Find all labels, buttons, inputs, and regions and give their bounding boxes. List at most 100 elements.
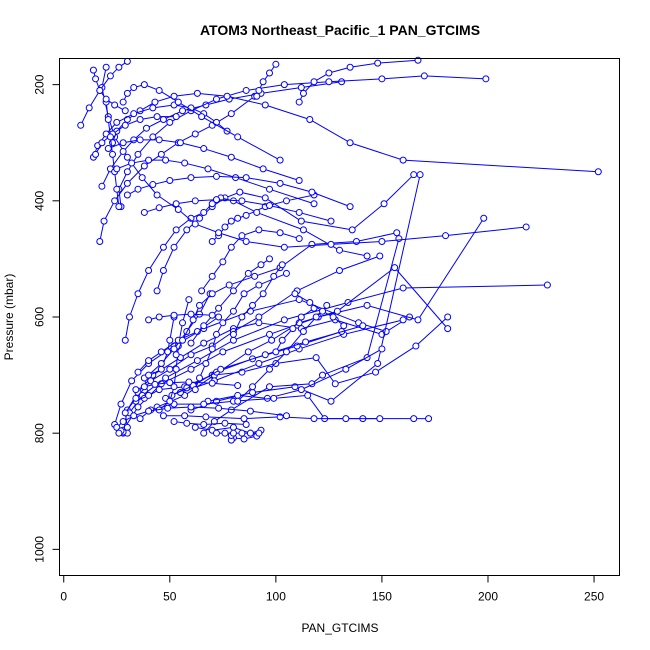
series-segment	[167, 406, 192, 409]
series-segment	[226, 95, 266, 106]
series-segment	[403, 159, 599, 173]
data-point	[191, 130, 199, 138]
data-point	[208, 237, 216, 245]
data-point	[380, 200, 388, 208]
data-point	[130, 110, 138, 118]
data-point	[238, 232, 246, 240]
data-point	[155, 313, 163, 321]
series-segment	[152, 357, 181, 376]
data-point	[342, 365, 350, 373]
data-point	[297, 386, 305, 394]
data-point	[140, 383, 148, 391]
data-point	[166, 176, 174, 184]
data-point	[155, 386, 163, 394]
data-point	[159, 243, 167, 251]
data-point	[134, 290, 142, 298]
series-segment	[216, 199, 242, 202]
series-47	[295, 56, 422, 106]
data-point	[198, 287, 206, 295]
data-point	[208, 311, 216, 319]
series-segment	[252, 368, 270, 388]
data-point	[132, 394, 140, 402]
data-point	[185, 296, 193, 304]
data-point	[306, 298, 314, 306]
data-point	[278, 261, 286, 269]
data-point	[189, 316, 197, 324]
series-segment	[299, 333, 344, 350]
series-32	[98, 63, 530, 251]
series-30	[153, 171, 418, 295]
data-point	[89, 66, 97, 74]
data-point	[155, 86, 163, 94]
data-point	[255, 359, 263, 367]
series-segment	[162, 247, 175, 271]
data-point	[134, 403, 142, 411]
series-segment	[265, 104, 310, 120]
data-point	[420, 72, 428, 80]
series-segment	[182, 299, 190, 323]
series-31	[121, 194, 371, 344]
data-point	[119, 418, 127, 426]
series-49	[291, 290, 348, 330]
series-segment	[177, 209, 196, 225]
data-point	[170, 418, 178, 426]
data-point	[312, 354, 320, 362]
series-4	[126, 281, 551, 417]
x-tick-label: 50	[163, 590, 177, 604]
series-48	[253, 60, 280, 100]
data-point	[219, 258, 227, 266]
data-point	[236, 188, 244, 196]
data-point	[276, 156, 284, 164]
series-segment	[218, 407, 251, 412]
data-point	[115, 63, 123, 71]
data-point	[149, 133, 157, 141]
data-point	[378, 75, 386, 83]
data-point	[255, 429, 263, 437]
series-26	[229, 261, 286, 338]
data-point	[327, 217, 335, 225]
data-point	[174, 98, 182, 106]
series-segment	[173, 229, 188, 248]
data-point	[92, 150, 100, 158]
series-segment	[190, 325, 205, 344]
data-point	[140, 208, 148, 216]
data-point	[172, 365, 180, 373]
data-point	[240, 290, 248, 298]
series-segment	[141, 177, 158, 196]
data-point	[191, 423, 199, 431]
data-point	[170, 311, 178, 319]
data-point	[257, 261, 265, 269]
data-point	[140, 81, 148, 89]
data-point	[255, 226, 263, 234]
data-point	[215, 313, 223, 321]
series-segment	[159, 139, 181, 144]
data-point	[166, 336, 174, 344]
data-point	[155, 136, 163, 144]
data-point	[166, 118, 174, 126]
data-point	[172, 200, 180, 208]
data-point	[333, 307, 341, 315]
series-segment	[339, 249, 368, 257]
data-point	[444, 313, 452, 321]
series-segment	[203, 148, 232, 158]
series-53	[212, 429, 263, 437]
series-segment	[169, 177, 192, 181]
data-point	[229, 307, 237, 315]
data-point	[215, 304, 223, 312]
data-point	[113, 185, 121, 193]
series-segment	[244, 416, 281, 420]
data-point	[278, 336, 286, 344]
data-point	[249, 389, 257, 397]
data-point	[187, 403, 195, 411]
data-point	[295, 208, 303, 216]
data-point	[113, 165, 121, 173]
data-point	[297, 217, 305, 225]
series-segment	[250, 410, 287, 417]
series-50	[145, 310, 216, 324]
data-point	[174, 206, 182, 214]
series-segment	[330, 240, 382, 245]
series-segment	[377, 174, 421, 364]
series-segment	[299, 211, 332, 222]
series-segment	[220, 354, 266, 370]
